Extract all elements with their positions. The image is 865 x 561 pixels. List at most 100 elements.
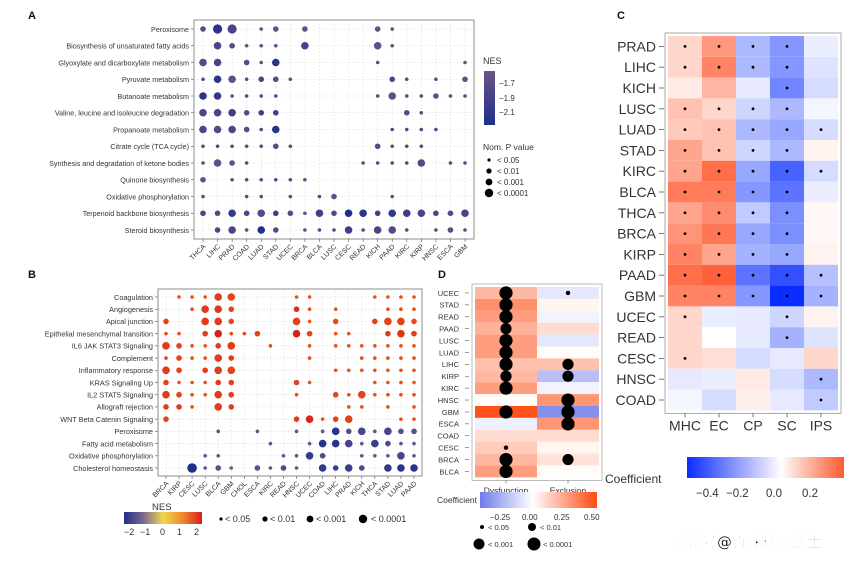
panel-b-dot (331, 427, 340, 436)
panel-d-cell (537, 465, 599, 478)
panel-b-dot (305, 451, 314, 460)
panel-c-sig-dot (785, 128, 789, 132)
panel-b-dot (397, 317, 405, 326)
panel-b-legend-size-label: < 0.001 (316, 514, 346, 524)
panel-b-dot (177, 380, 181, 385)
panel-c-cell (668, 327, 702, 348)
panel-c-legend-tick: −0.4 (696, 488, 719, 500)
panel-c-sig-dot (819, 377, 823, 381)
panel-b-dot (411, 428, 417, 435)
panel-a-dot (244, 228, 249, 232)
panel-b-dot (163, 318, 169, 325)
panel-a-dot (375, 60, 380, 65)
panel-c-col-label: EC (709, 417, 728, 433)
panel-b-dot (163, 416, 169, 422)
panel-b-dot (332, 318, 339, 325)
panel-c-sig-dot (683, 253, 687, 256)
panel-a-dot (215, 144, 220, 149)
panel-b-dot (411, 318, 417, 325)
panel-c-sig-dot (751, 65, 755, 69)
panel-a-legend-size-label: < 0.05 (497, 156, 520, 165)
panel-a-dot (317, 228, 322, 232)
panel-c-sig-dot (683, 107, 687, 111)
panel-a-dot (243, 109, 250, 116)
panel-c-sig-dot (751, 107, 755, 111)
panel-b-dot (163, 404, 169, 410)
panel-b-dot (190, 295, 194, 299)
panel-d-row-label: COAD (437, 432, 459, 441)
panel-b-dot (307, 380, 312, 385)
panel-b-dot (384, 427, 392, 436)
panel-b-dot (307, 319, 312, 324)
panel-a-dot (200, 176, 206, 183)
panel-b-dot (203, 295, 207, 299)
panel-a-row-label: Synthesis and degradation of ketone bodi… (49, 159, 189, 168)
panel-a-dot (243, 126, 250, 133)
panel-a-dot (227, 24, 237, 34)
panel-a-col-label: LUAD (247, 243, 265, 261)
panel-a-col-label: KIRC (394, 243, 411, 260)
panel-a-dot (434, 127, 438, 132)
panel-c-col-label: CP (743, 417, 762, 433)
panel-a-dot (230, 177, 234, 182)
panel-a-dot (201, 144, 205, 149)
panel-b-dot (357, 427, 366, 436)
panel-b-dot (228, 404, 235, 410)
panel-a-dot (448, 94, 453, 98)
panel-b-dot (412, 405, 416, 409)
panel-b-dot (176, 391, 182, 398)
panel-d-row-label: STAD (440, 301, 460, 310)
panel-a-col-label: THCA (189, 243, 208, 262)
panel-a-dot (390, 127, 395, 132)
panel-b-dot (306, 330, 313, 337)
panel-b-dot (228, 355, 235, 361)
panel-a-dot (228, 108, 236, 117)
panel-d-row-label: HNSC (438, 396, 460, 405)
panel-b-dot (228, 318, 235, 325)
panel-b-dot (203, 356, 207, 360)
panel-a-dot (374, 143, 381, 150)
panel-b-dot (203, 392, 207, 397)
panel-b-legend-tick: −1 (140, 527, 150, 537)
panel-d-cell (475, 394, 537, 406)
panel-d-row-label: BLCA (439, 467, 459, 476)
panel-c-row-label: THCA (618, 205, 657, 221)
panel-d-legend-size-dot (473, 538, 485, 550)
panel-d-row-label: ESCA (439, 420, 459, 429)
panel-a-dot (244, 94, 249, 98)
panel-c-cell (702, 306, 736, 328)
panel-c-sig-dot (751, 232, 755, 236)
panel-a-dot (419, 110, 424, 115)
panel-b-dot (385, 440, 391, 447)
panel-b-dot (332, 416, 339, 422)
panel-a-dot (417, 209, 426, 218)
panel-b-dot (215, 465, 222, 471)
panel-d-legend-tick: 0.00 (522, 513, 538, 522)
panel-a-dot (214, 210, 221, 217)
panel-a-dot (259, 27, 264, 31)
panel-c-sig-dot (717, 128, 721, 132)
panel-b-dot (386, 453, 390, 458)
panel-d-col-label: Dysfunction (484, 485, 529, 495)
panel-d-legend-size-label: < 0.0001 (543, 540, 572, 549)
panel-a-dot (463, 60, 467, 65)
panel-b-row-label: Complement (112, 354, 153, 363)
panel-b-dot (346, 331, 351, 336)
panel-c-col-label: SC (777, 417, 796, 433)
panel-c-sig-dot (751, 45, 755, 48)
panel-c-label: C (617, 10, 625, 22)
panel-d-row-label: UCEC (438, 289, 460, 298)
panel-c-sig-dot (717, 169, 721, 173)
panel-b-dot (412, 380, 416, 385)
panel-a-dot (375, 161, 380, 165)
panel-c-row-label: PRAD (617, 38, 656, 54)
panel-a-dot (287, 210, 294, 217)
panel-b-dot (294, 392, 299, 397)
panel-a-col-label: READ (349, 243, 368, 262)
panel-c-sig-dot (785, 169, 789, 173)
panel-a-dot (259, 60, 264, 65)
panel-c-row-label: KIRC (623, 163, 656, 179)
panel-b-dot (344, 439, 353, 448)
panel-b-dot (384, 317, 392, 326)
panel-b-label: B (28, 269, 36, 281)
